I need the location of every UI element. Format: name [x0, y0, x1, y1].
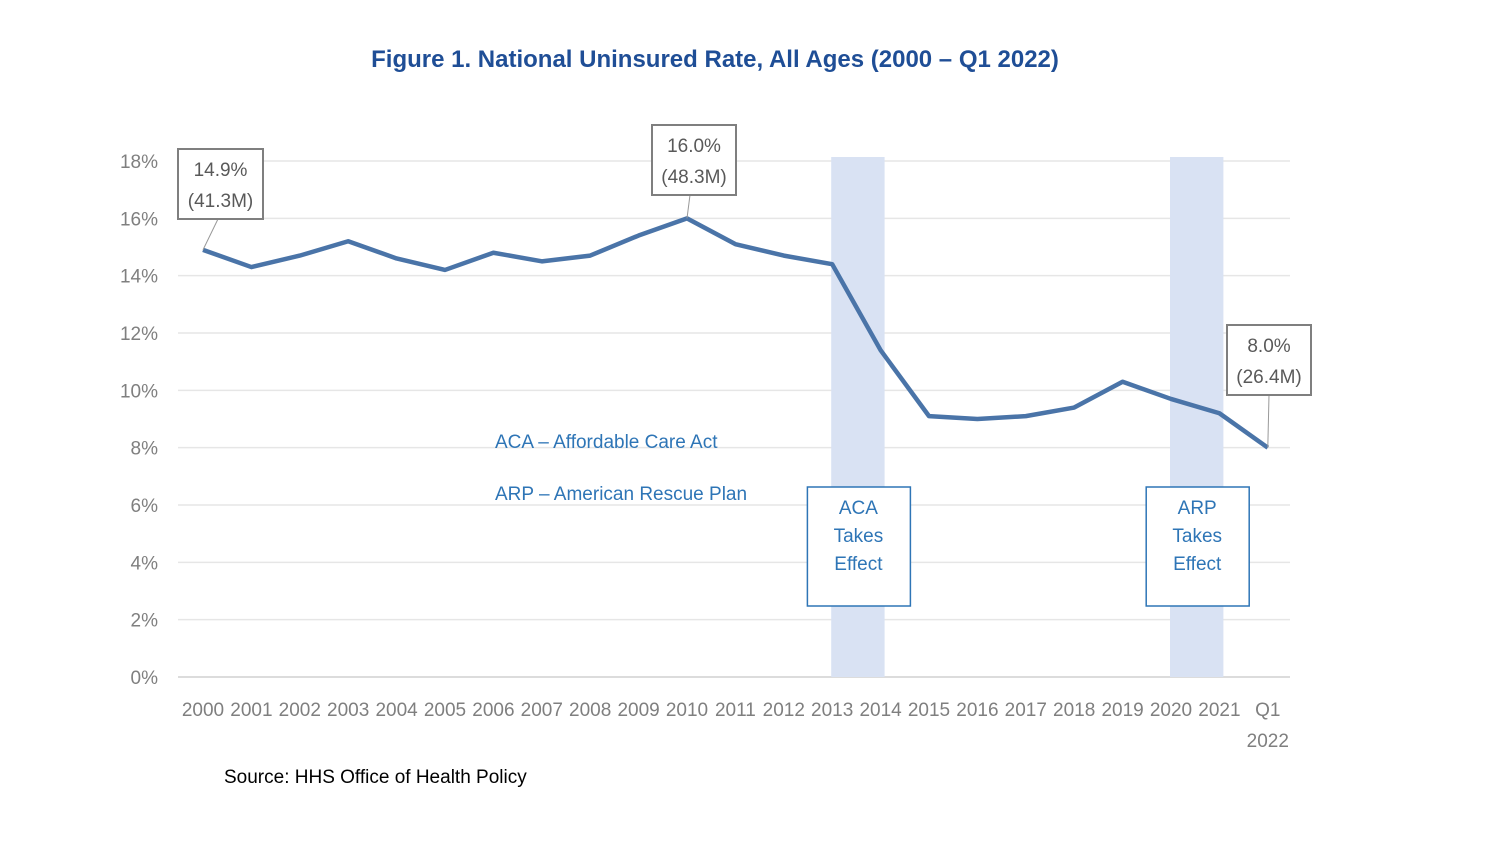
y-tick-label: 10%: [120, 381, 158, 402]
y-tick-label: 4%: [131, 553, 159, 574]
x-tick-label: 2020: [1150, 700, 1192, 721]
y-tick-label: 2%: [131, 611, 159, 632]
source-note: Source: HHS Office of Health Policy: [224, 767, 527, 788]
y-tick-label: 18%: [120, 152, 158, 173]
x-tick-label: 2019: [1101, 700, 1143, 721]
x-tick-label: 2006: [472, 700, 514, 721]
x-tick-label: 2008: [569, 700, 611, 721]
x-tick-label: 2015: [908, 700, 950, 721]
series-line: [202, 216, 1270, 450]
band-label: ARP: [1178, 498, 1217, 519]
x-tick-label: 2012: [763, 700, 805, 721]
callout-leader: [1267, 394, 1270, 448]
band-label: Effect: [834, 554, 883, 575]
callout-value: 16.0%: [667, 136, 721, 157]
x-tick-label: 2016: [956, 700, 998, 721]
band-label: Takes: [1172, 526, 1222, 547]
band-label-box: [806, 486, 912, 607]
x-tick-label: 2009: [617, 700, 659, 721]
callout-count: (41.3M): [188, 191, 253, 212]
x-tick-label: 2007: [521, 700, 563, 721]
x-tick-label: 2013: [811, 700, 853, 721]
y-tick-label: 14%: [120, 267, 158, 288]
x-tick-label: 2018: [1053, 700, 1095, 721]
callout-box: [1226, 324, 1312, 396]
callout-box: [177, 148, 264, 220]
acronym-note: ACA – Affordable Care Act: [495, 432, 718, 453]
chart-title: Figure 1. National Uninsured Rate, All A…: [371, 46, 1059, 73]
callout-value: 14.9%: [194, 160, 248, 181]
band-label: ACA: [839, 498, 878, 519]
x-tick-label: 2005: [424, 700, 466, 721]
x-tick-label: 2011: [715, 700, 756, 721]
callout-count: (26.4M): [1236, 367, 1301, 388]
band-label: Takes: [834, 526, 884, 547]
x-tick-label: 2003: [327, 700, 369, 721]
callout-count: (48.3M): [661, 167, 726, 188]
y-tick-label: 6%: [131, 496, 159, 517]
x-tick-label: 2002: [279, 700, 321, 721]
x-tick-label: 2017: [1005, 700, 1047, 721]
x-tick-label: 2014: [859, 700, 902, 721]
band-label-box: [1145, 486, 1250, 607]
callout-leader: [202, 218, 219, 251]
y-tick-label: 0%: [131, 668, 159, 689]
y-tick-label: 16%: [120, 209, 158, 230]
callout-value: 8.0%: [1247, 336, 1290, 357]
x-tick-label: 2001: [230, 700, 272, 721]
y-tick-label: 12%: [120, 324, 158, 345]
x-tick-label: 2004: [375, 700, 418, 721]
acronym-note: ARP – American Rescue Plan: [495, 484, 747, 505]
band-label: Effect: [1173, 554, 1222, 575]
callout-box: [651, 124, 737, 196]
x-tick-label: 2021: [1198, 700, 1240, 721]
x-tick-label: 2000: [182, 700, 224, 721]
callout-leader: [686, 194, 691, 219]
x-tick-label: Q1 2022: [1247, 700, 1289, 752]
y-tick-label: 8%: [131, 439, 159, 460]
x-tick-label: 2010: [666, 700, 708, 721]
